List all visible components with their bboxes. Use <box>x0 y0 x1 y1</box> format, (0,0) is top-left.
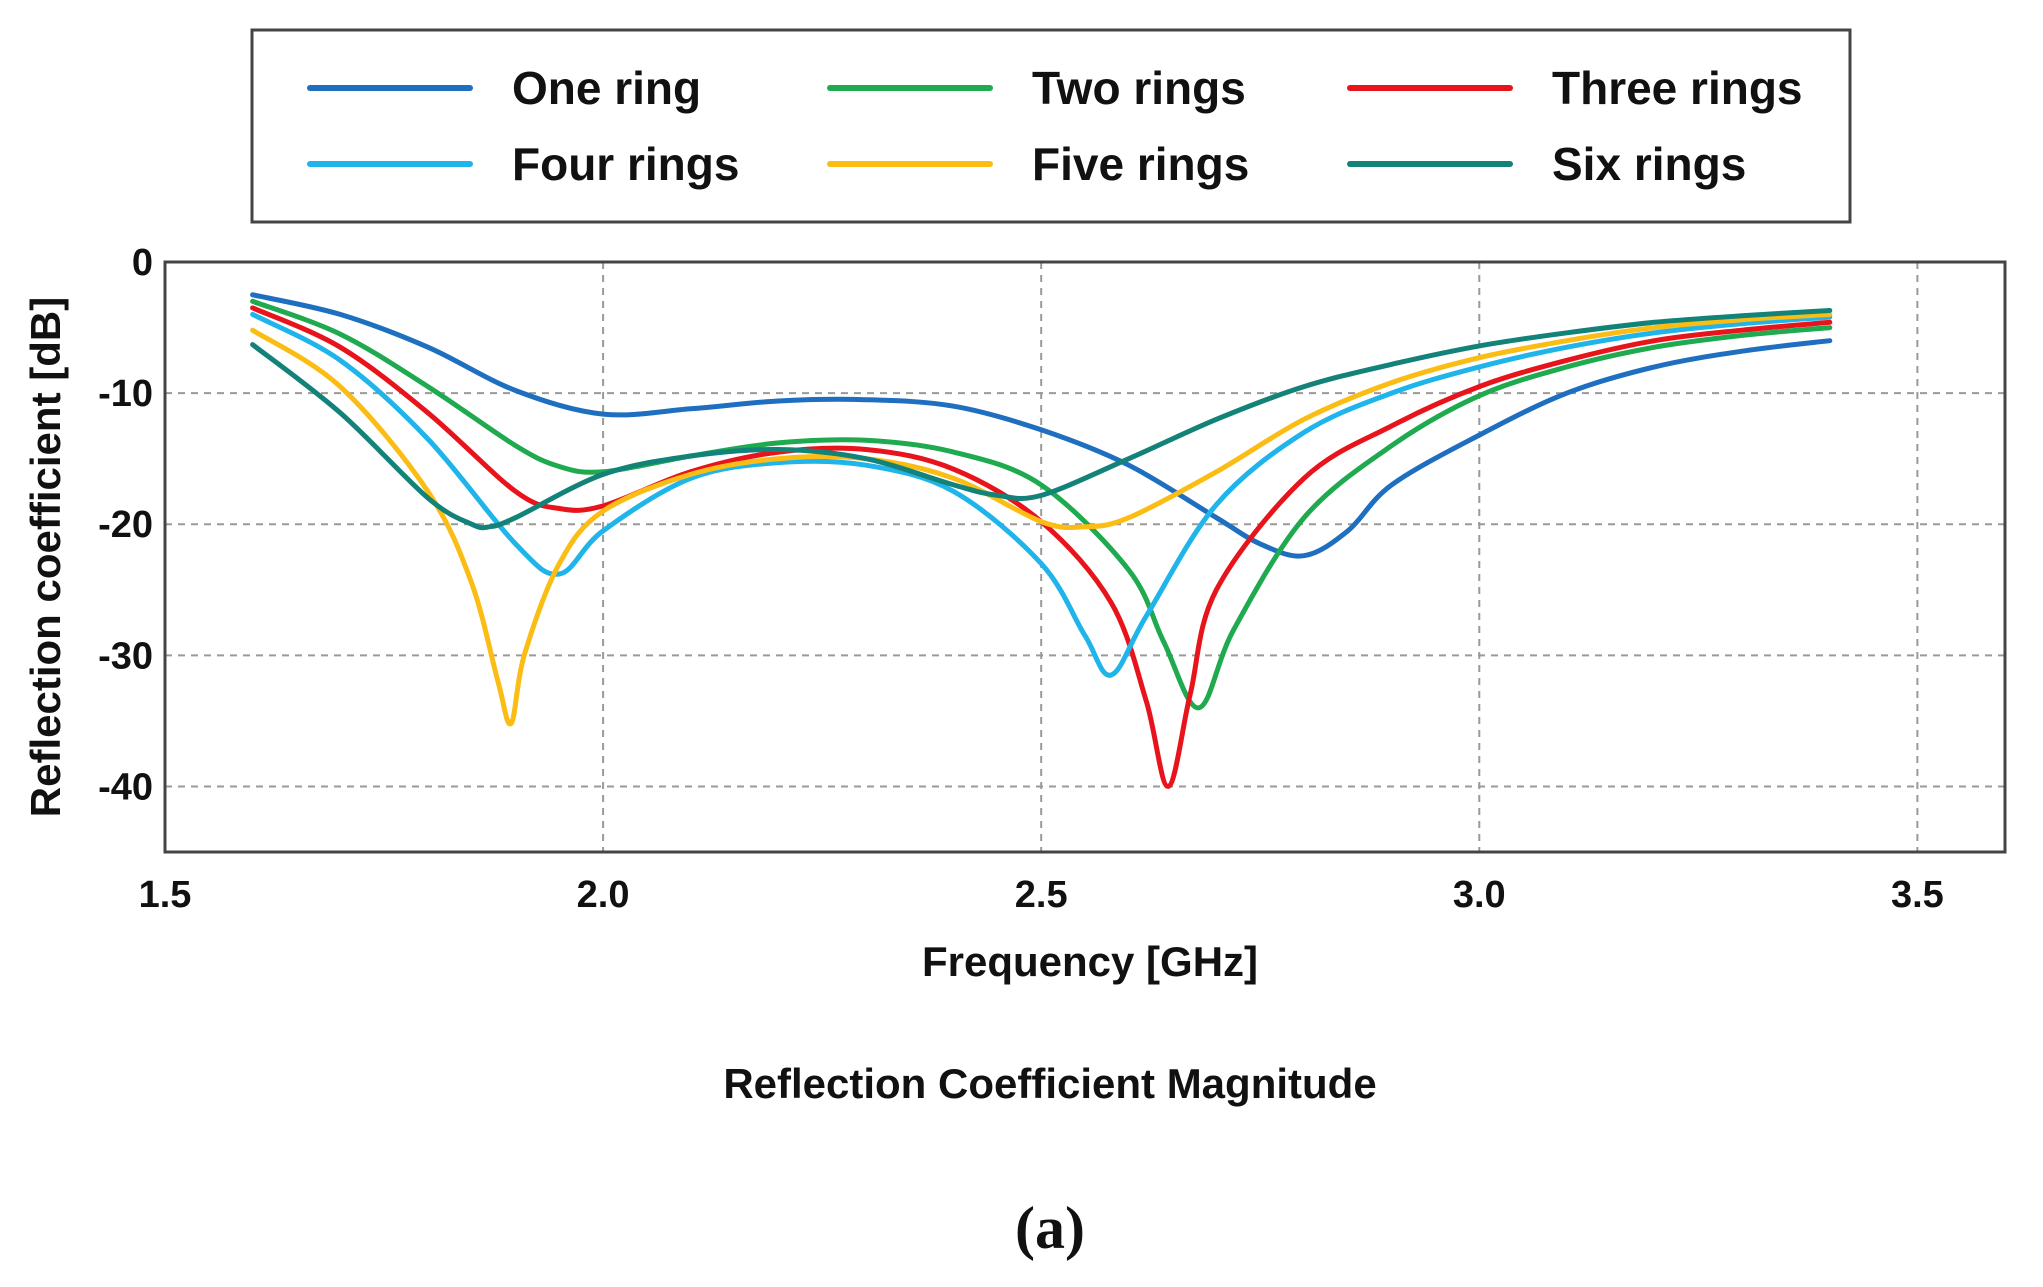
x-axis-label: Frequency [GHz] <box>922 938 1258 985</box>
y-tick-label: -10 <box>98 373 153 415</box>
y-axis-label: Reflection coefficient [dB] <box>22 297 69 817</box>
y-tick-label: -30 <box>98 635 153 677</box>
series-line-three-rings <box>250 305 1833 789</box>
series-line-five-rings <box>250 311 1833 727</box>
x-tick-label: 2.0 <box>577 874 630 916</box>
legend-entries: One ring Two rings Three rings Four rings Fi… <box>307 62 1803 190</box>
panel-label: (a) <box>1015 1195 1085 1261</box>
series-lines <box>250 292 1833 789</box>
series-line-four-rings <box>250 311 1833 678</box>
legend-label-four-rings: Four rings <box>512 138 739 190</box>
legend-label-two-rings: Two rings <box>1032 62 1246 114</box>
figure-caption: Reflection Coefficient Magnitude <box>723 1060 1376 1107</box>
x-axis-ticks: 1.5 2.0 2.5 3.0 3.5 <box>139 874 1944 916</box>
legend: One ring Two rings Three rings Four rings Fi… <box>250 28 1852 224</box>
plot-frame-border <box>163 260 2007 854</box>
series-line-one-ring <box>250 292 1833 559</box>
legend-label-five-rings: Five rings <box>1032 138 1249 190</box>
legend-frame <box>250 28 1852 224</box>
series-line-six-rings <box>250 308 1833 531</box>
x-tick-label: 3.0 <box>1453 874 1506 916</box>
plot-frame <box>163 260 2007 854</box>
legend-label-six-rings: Six rings <box>1552 138 1746 190</box>
plot-area: 1.5 2.0 2.5 3.0 3.5 0 -10 -20 -30 -40 <box>98 242 2007 916</box>
x-tick-label: 2.5 <box>1015 874 1068 916</box>
y-tick-label: -20 <box>98 504 153 546</box>
legend-label-three-rings: Three rings <box>1552 62 1803 114</box>
y-tick-label: 0 <box>132 242 153 284</box>
y-axis-ticks: 0 -10 -20 -30 -40 <box>98 242 153 808</box>
legend-label-one-ring: One ring <box>512 62 701 114</box>
series-line-two-rings <box>250 298 1833 711</box>
x-tick-label: 3.5 <box>1891 874 1944 916</box>
x-tick-label: 1.5 <box>139 874 192 916</box>
y-tick-label: -40 <box>98 766 153 808</box>
